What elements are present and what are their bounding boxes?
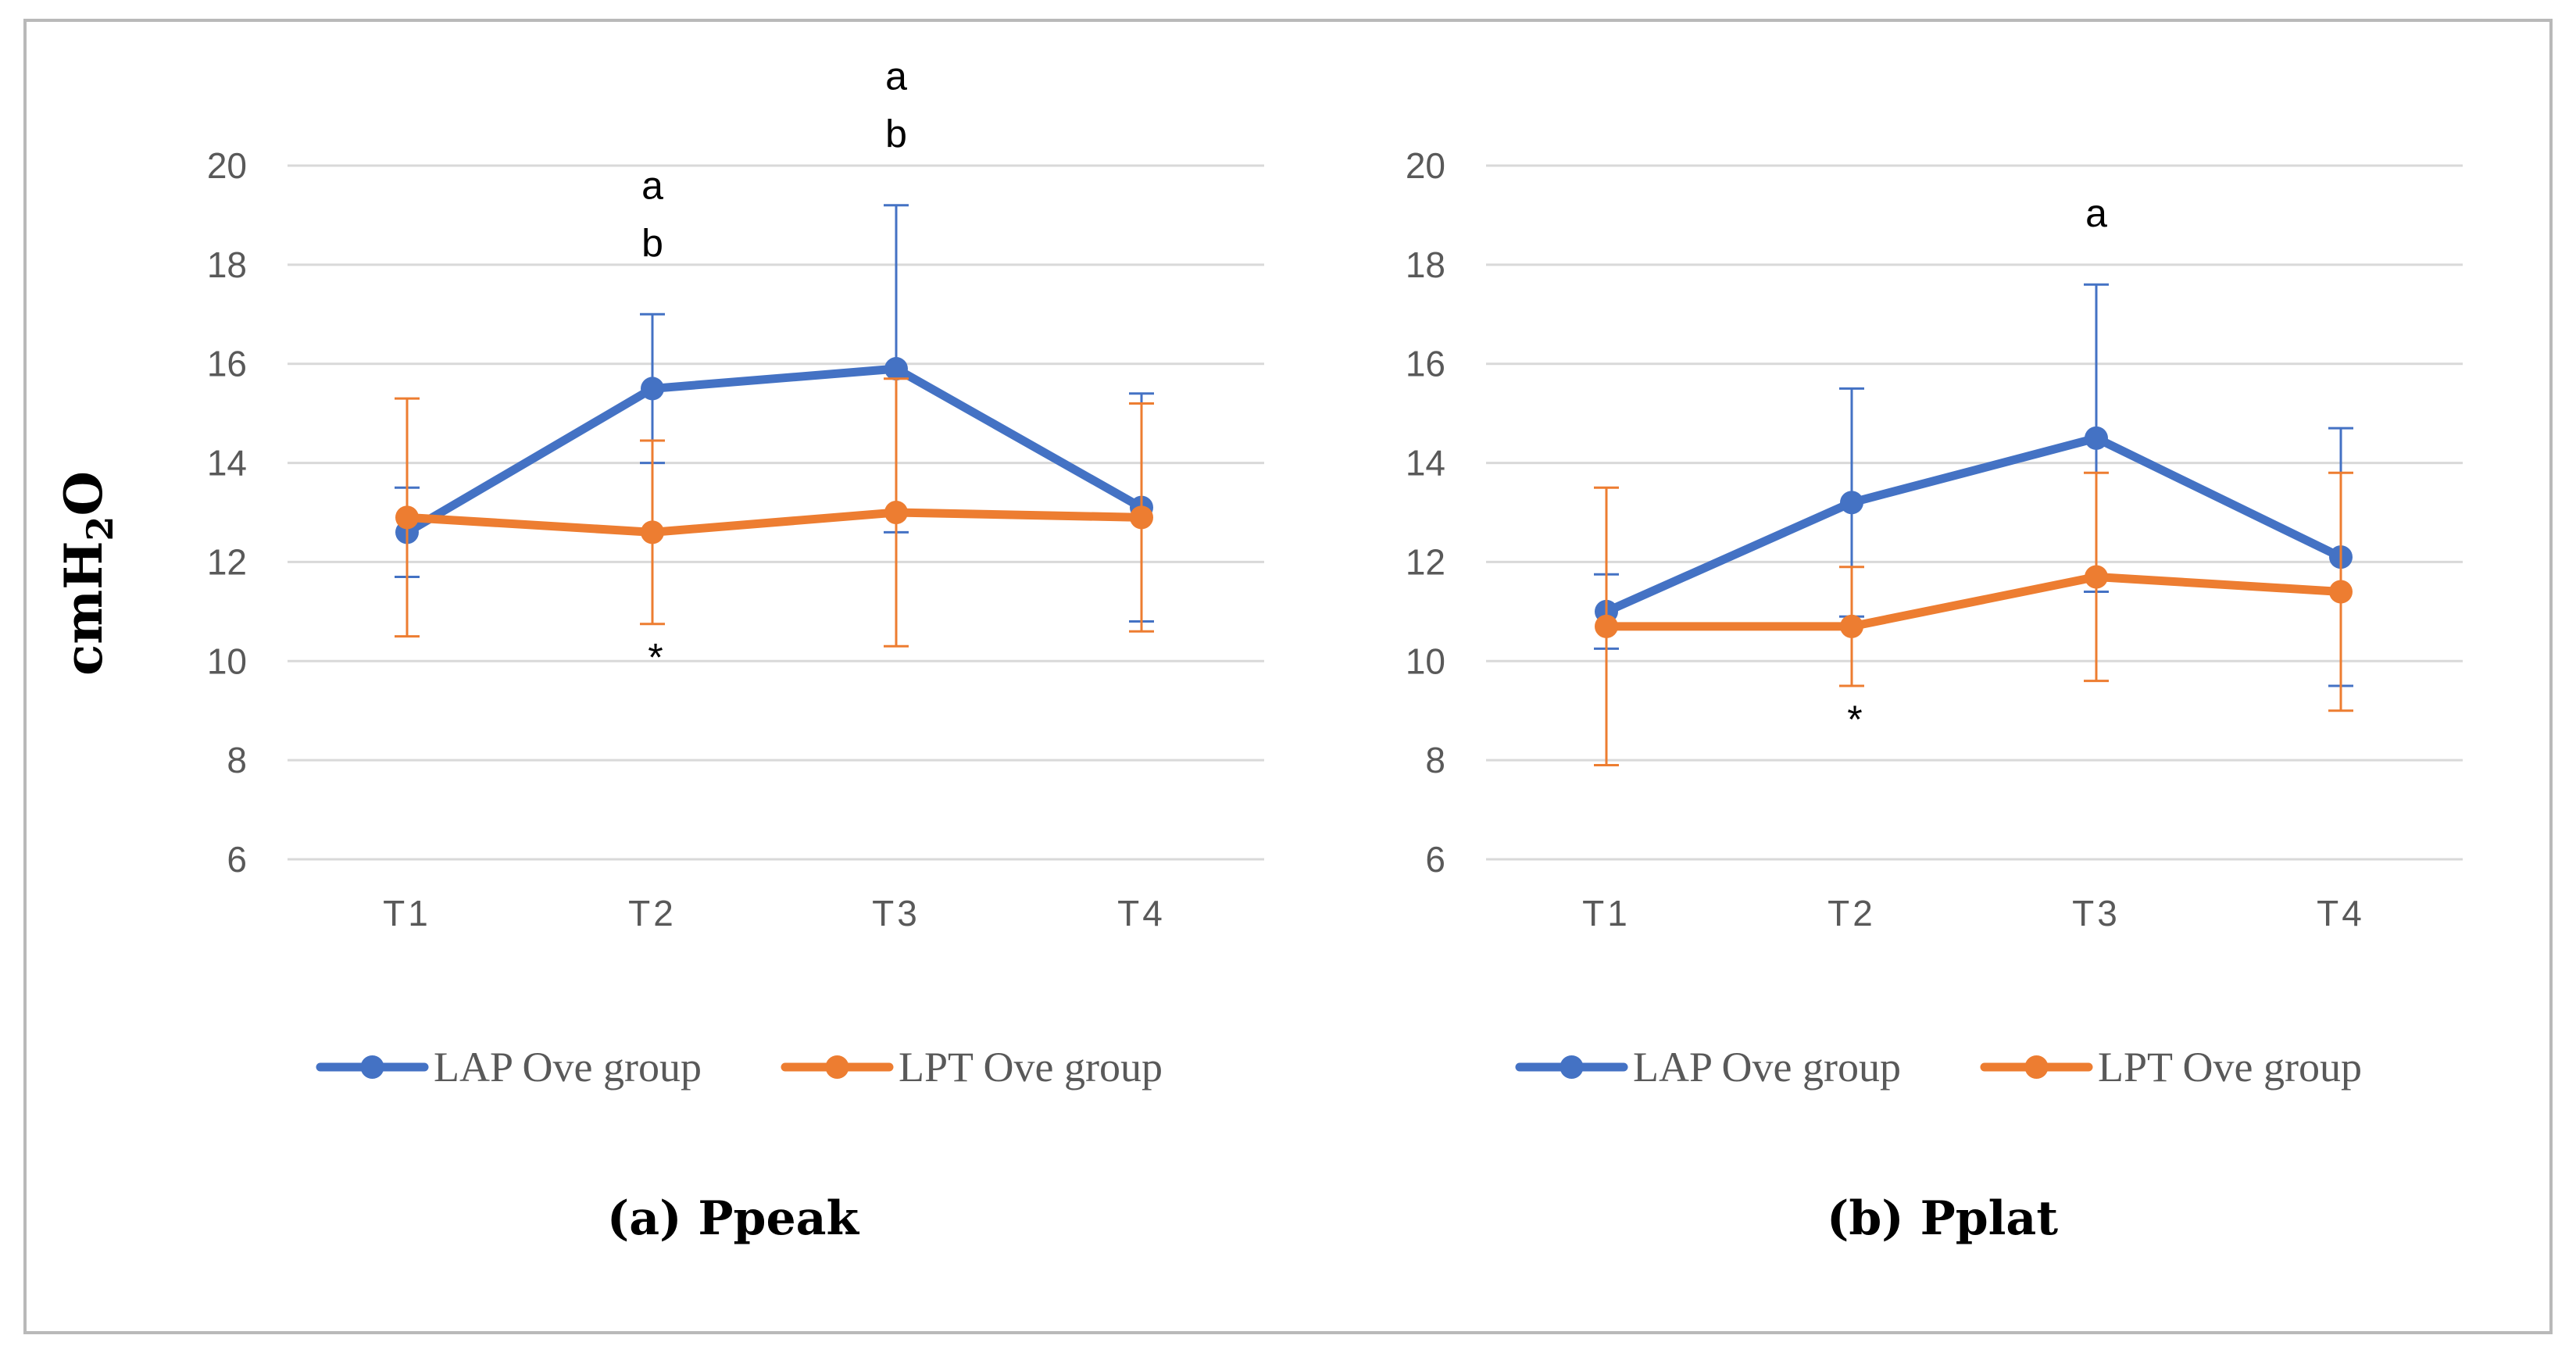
y-tick-label: 8 — [227, 740, 247, 780]
data-point — [884, 357, 908, 381]
data-point — [1840, 614, 1863, 638]
data-point — [1595, 614, 1618, 638]
y-axis-label-tail: O — [53, 471, 114, 516]
y-tick-label: 8 — [1425, 740, 1445, 780]
significance-mark: * — [1847, 698, 1862, 741]
y-tick-label: 16 — [207, 344, 247, 384]
significance-mark: * — [648, 636, 663, 680]
legend-label: LPT Ove group — [899, 1044, 1163, 1091]
x-tick-label: T3 — [872, 893, 920, 934]
series-line — [1602, 572, 2346, 631]
y-tick-label: 12 — [1406, 541, 1445, 582]
legend-label: LAP Ove group — [434, 1044, 702, 1091]
legend-marker — [825, 1055, 849, 1079]
x-tick-label: T2 — [628, 893, 677, 934]
series-line — [402, 508, 1146, 537]
data-point — [641, 520, 664, 544]
data-point — [1130, 505, 1153, 530]
panel-pplat: 6 8 10 12 14 16 18 20 T1 T2 T3 T4 a * LAP Ove group LPT… — [1406, 145, 2463, 1246]
y-tick-label: 10 — [207, 641, 247, 681]
y-tick-label: 20 — [207, 145, 247, 186]
data-point — [884, 501, 908, 524]
y-axis-label-sub: 2 — [79, 516, 121, 541]
significance-mark: a — [641, 163, 663, 207]
data-point — [395, 505, 419, 530]
series-line — [1602, 434, 2346, 616]
x-tick-label: T3 — [2072, 893, 2120, 934]
x-tick-label: T4 — [2317, 893, 2365, 934]
series-lap — [395, 204, 1154, 623]
y-tick-label: 14 — [1406, 443, 1445, 484]
series-line — [402, 364, 1146, 537]
data-point — [2085, 565, 2108, 589]
panel-caption: (a) Ppeak — [607, 1191, 860, 1246]
y-tick-label: 18 — [207, 245, 247, 285]
legend-marker — [360, 1055, 384, 1079]
panel-caption: (b) Pplat — [1827, 1191, 2058, 1246]
significance-mark: a — [2085, 191, 2107, 235]
series-lpt — [1594, 471, 2353, 766]
y-tick-label: 10 — [1406, 641, 1445, 681]
y-axis-label-main: cmH — [53, 541, 114, 676]
data-point — [2329, 580, 2353, 604]
x-tick-label: T2 — [1827, 893, 1876, 934]
data-point — [641, 377, 664, 401]
figure-frame — [23, 19, 2553, 1334]
data-point — [1840, 491, 1863, 515]
legend-marker — [1560, 1055, 1584, 1079]
legend-label: LPT Ove group — [2098, 1044, 2362, 1091]
y-tick-label: 20 — [1406, 145, 1445, 186]
y-tick-label: 14 — [207, 443, 247, 484]
series-lpt — [395, 377, 1154, 648]
y-axis-label: cmH2O — [53, 471, 121, 676]
y-tick-label: 16 — [1406, 344, 1445, 384]
significance-mark: b — [641, 221, 663, 265]
legend-label: LAP Ove group — [1633, 1044, 1901, 1091]
y-tick-label: 12 — [207, 541, 247, 582]
x-tick-label: T4 — [1117, 893, 1166, 934]
x-tick-label: T1 — [383, 893, 431, 934]
x-tick-label: T1 — [1582, 893, 1631, 934]
y-tick-label: 18 — [1406, 245, 1445, 285]
data-point — [2085, 426, 2108, 450]
significance-mark: b — [885, 112, 907, 156]
legend-marker — [2024, 1055, 2049, 1079]
y-tick-label: 6 — [1425, 839, 1445, 880]
significance-mark: a — [885, 55, 907, 98]
y-tick-label: 6 — [227, 839, 247, 880]
